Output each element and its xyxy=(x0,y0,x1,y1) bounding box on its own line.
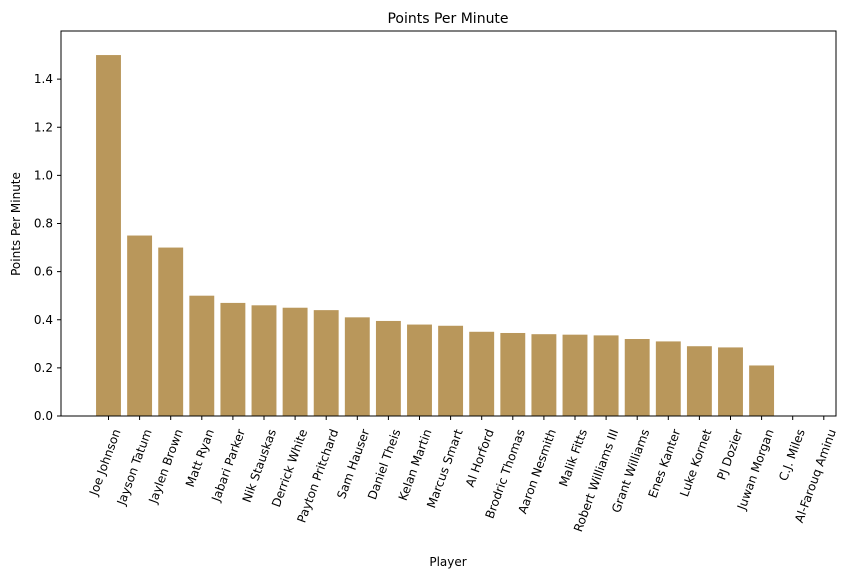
bar xyxy=(189,295,215,416)
bar xyxy=(438,325,464,416)
bar xyxy=(158,247,184,416)
bar xyxy=(375,320,401,416)
bar xyxy=(686,346,712,416)
y-tick-label: 0.6 xyxy=(34,265,53,279)
bar xyxy=(531,334,557,416)
bar xyxy=(344,317,370,416)
y-tick-label: 0.2 xyxy=(34,361,53,375)
bar xyxy=(313,310,339,417)
y-axis-title: Points Per Minute xyxy=(9,172,23,276)
y-tick-label: 1.0 xyxy=(34,168,53,182)
x-tick-label: Luke Kornet xyxy=(677,427,714,499)
x-axis-title: Player xyxy=(429,555,466,569)
bar xyxy=(593,335,619,416)
y-tick-label: 0.8 xyxy=(34,217,53,231)
bar xyxy=(96,55,121,417)
chart-title: Points Per Minute xyxy=(387,11,508,27)
x-tick-label: Al Horford xyxy=(463,427,497,489)
bar xyxy=(500,332,526,416)
bar xyxy=(749,365,775,416)
bar xyxy=(251,305,277,416)
bars-group xyxy=(96,55,775,417)
y-tick-label: 1.4 xyxy=(34,72,53,86)
x-tick-label: Joe Johnson xyxy=(86,427,123,498)
bar xyxy=(624,339,650,416)
y-axis: 0.0 0.2 0.4 0.6 0.8 1.0 1.2 1.4 xyxy=(34,72,61,423)
x-tick-label: Matt Ryan xyxy=(183,427,217,489)
y-tick-label: 0.0 xyxy=(34,409,53,423)
bar xyxy=(469,331,495,416)
bar xyxy=(220,302,246,416)
bar xyxy=(127,235,153,416)
x-tick-label: Malik Fitts xyxy=(556,427,590,488)
x-tick-label: C.J. Miles xyxy=(776,427,808,483)
bar xyxy=(282,307,308,416)
x-tick-label: Enes Kanter xyxy=(646,427,684,500)
y-tick-label: 1.2 xyxy=(34,120,53,134)
bar xyxy=(655,341,681,416)
x-tick-label: PJ Dozier xyxy=(714,427,745,482)
bar xyxy=(407,324,432,416)
y-tick-label: 0.4 xyxy=(34,313,53,327)
bar xyxy=(718,347,743,416)
bar xyxy=(562,334,588,416)
